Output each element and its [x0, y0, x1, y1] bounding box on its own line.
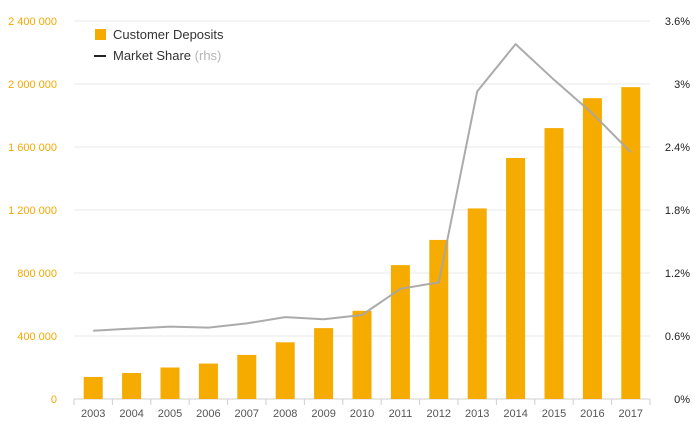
x-tick-label-2004: 2004: [119, 408, 143, 420]
bar-2005: [160, 367, 180, 399]
market-share-line: [93, 43, 632, 332]
legend-label-market-share-name: Market Share: [113, 48, 191, 63]
bar-2013: [467, 208, 487, 399]
left-tick-label: 1 200 000: [8, 205, 57, 217]
bar-2004: [122, 373, 142, 399]
x-tick-label-2011: 2011: [389, 408, 413, 420]
right-tick-label: 0%: [674, 394, 690, 406]
legend-label-market-share-suffix: (rhs): [195, 48, 222, 63]
right-tick-label: 1.8%: [665, 205, 690, 217]
bar-2015: [544, 128, 564, 399]
bar-2008: [275, 342, 295, 399]
x-axis: 2003 2004 2005 2006 2007 2008 2009 2010 2011 2012…: [73, 399, 651, 420]
x-tick-label-2008: 2008: [273, 408, 297, 420]
right-tick-label: 2.4%: [665, 142, 690, 154]
left-tick-label: 0: [51, 394, 57, 406]
right-tick-label: 0.6%: [665, 331, 690, 343]
x-tick-label-2005: 2005: [158, 408, 182, 420]
right-tick-label: 1.2%: [665, 268, 690, 280]
bar-2003: [83, 376, 103, 399]
bar-2011: [390, 265, 410, 399]
x-tick-label-2009: 2009: [311, 408, 335, 420]
bar-2009: [314, 328, 334, 399]
legend: Customer Deposits Market Share (rhs): [94, 27, 224, 63]
legend-label-market-share: Market Share (rhs): [113, 48, 221, 63]
right-tick-label: 3%: [674, 79, 690, 91]
bar-2007: [237, 354, 257, 399]
bar-2017: [621, 87, 641, 400]
x-tick-label-2010: 2010: [350, 408, 374, 420]
bar-2012: [429, 239, 449, 399]
bar-2010: [352, 310, 372, 399]
left-tick-label: 1 600 000: [8, 142, 57, 154]
left-tick-label: 400 000: [17, 331, 57, 343]
left-tick-label: 2 400 000: [8, 16, 57, 28]
bars: [83, 87, 641, 400]
x-tick-label-2014: 2014: [503, 408, 527, 420]
x-tick-label-2013: 2013: [465, 408, 489, 420]
legend-label-customer-deposits: Customer Deposits: [113, 27, 224, 42]
x-tick-label-2006: 2006: [196, 408, 220, 420]
bar-2014: [506, 158, 526, 399]
left-tick-label: 2 000 000: [8, 79, 57, 91]
bar-2016: [582, 98, 602, 400]
right-tick-label: 3.6%: [665, 16, 690, 28]
x-tick-label-2017: 2017: [619, 408, 643, 420]
x-tick-label-2015: 2015: [542, 408, 566, 420]
x-tick-label-2003: 2003: [81, 408, 105, 420]
market-share-line-group: [93, 43, 632, 332]
legend-swatch-customer-deposits: [95, 29, 106, 40]
x-tick-label-2007: 2007: [235, 408, 259, 420]
bar-2006: [198, 363, 218, 399]
left-tick-label: 800 000: [17, 268, 57, 280]
x-tick-label-2012: 2012: [427, 408, 451, 420]
left-axis: 0 400 000 800 000 1 200 000 1 600 000 2 000 0…: [8, 16, 57, 406]
right-axis: 0% 0.6% 1.2% 1.8% 2.4% 3% 3.6%: [665, 16, 690, 406]
x-tick-label-2016: 2016: [580, 408, 604, 420]
